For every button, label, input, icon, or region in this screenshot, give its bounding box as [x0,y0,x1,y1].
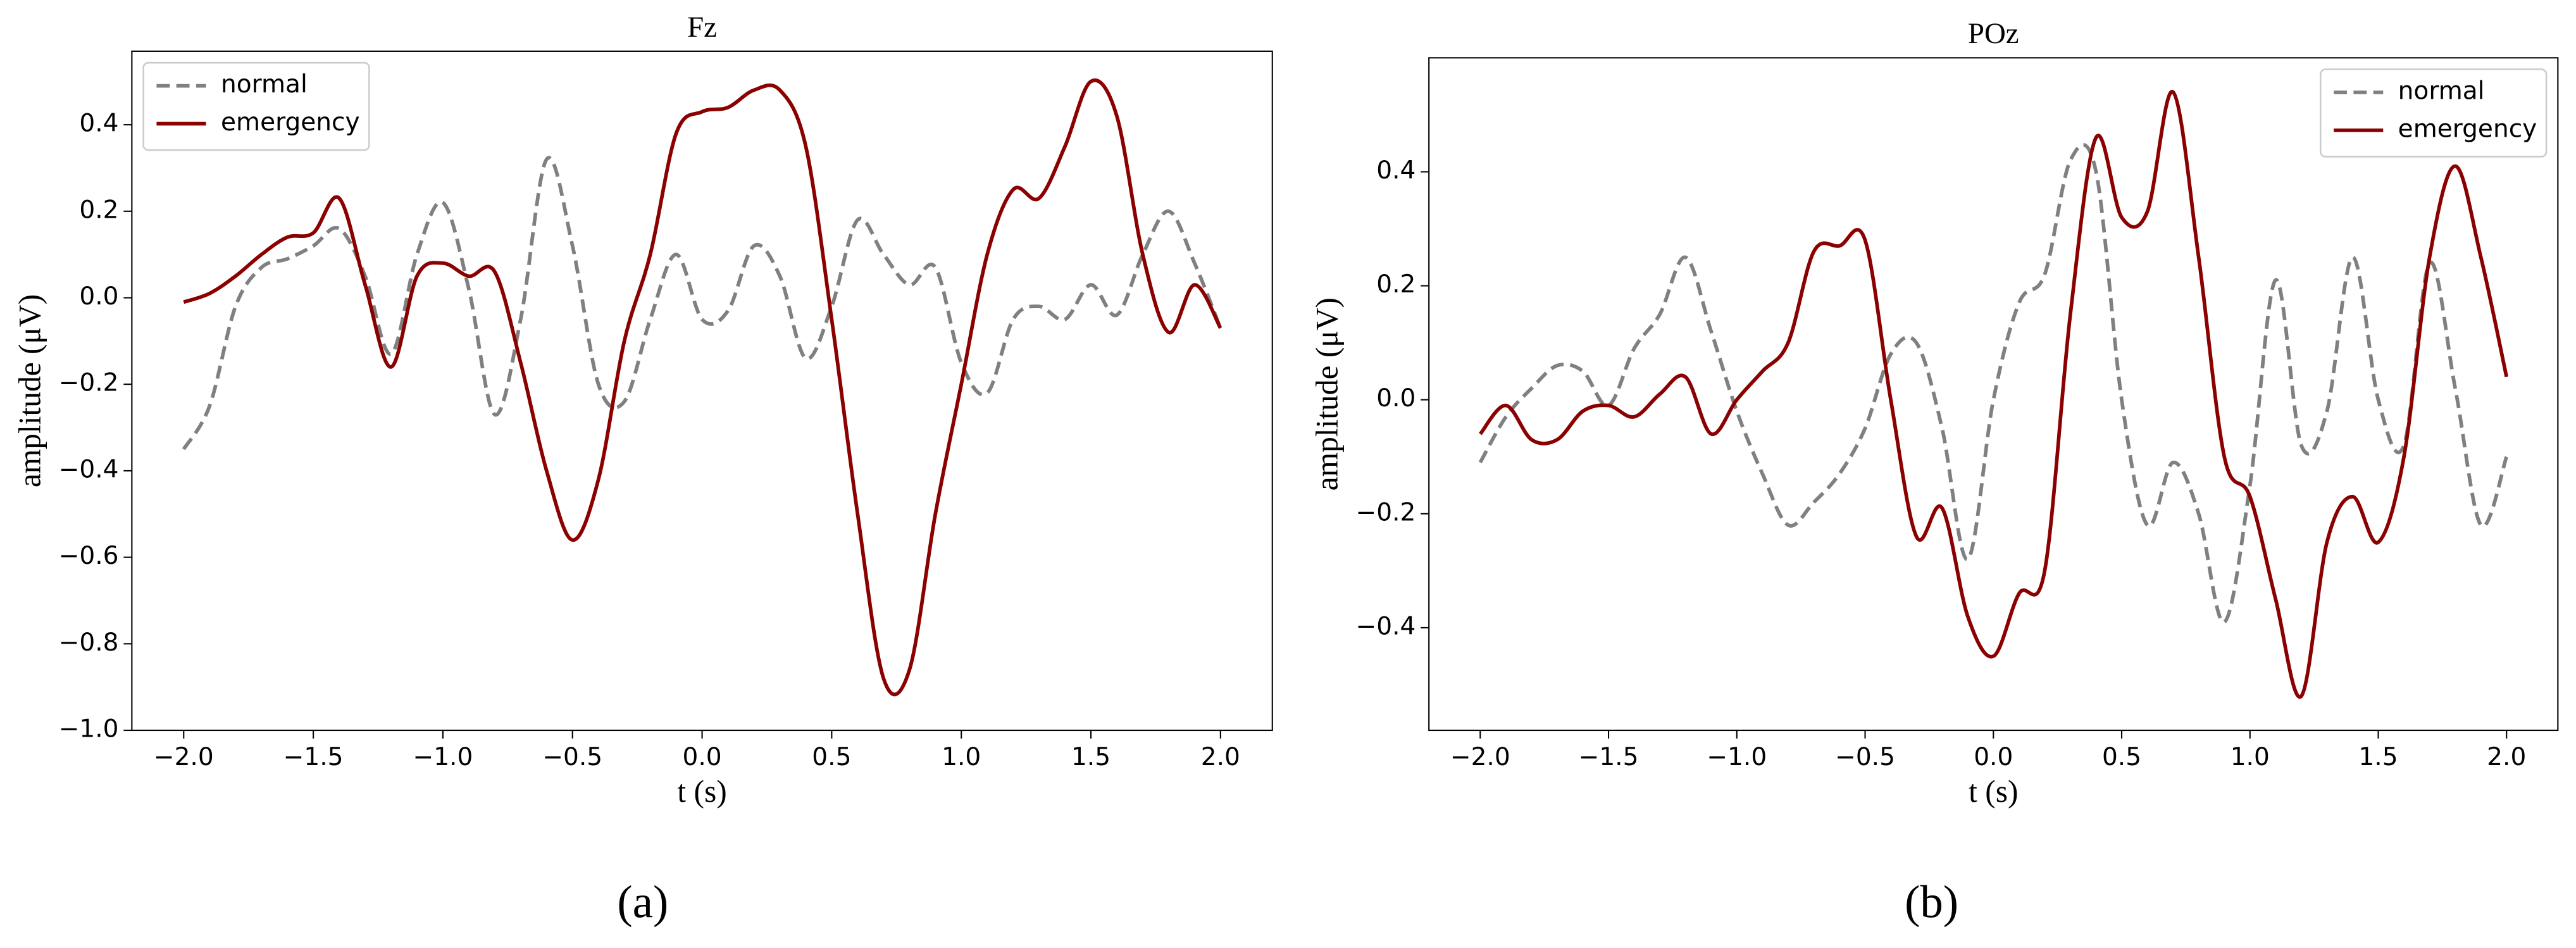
x-tick-label: 0.5 [2102,743,2141,771]
x-axis-label: t (s) [1969,774,2018,809]
x-tick-label: −0.5 [1835,743,1895,771]
x-tick-label: −1.5 [1579,743,1639,771]
x-tick-label: −2.0 [1450,743,1510,771]
y-tick-label: −0.4 [1356,612,1416,640]
x-tick-label: −0.5 [542,743,602,771]
x-tick-label: 1.5 [2358,743,2398,771]
x-tick-label: −1.0 [1707,743,1767,771]
panel: Fz −2.0 −1.5 −1.0 −0.5 0.0 0.5 1.0 1.5 2.0 −1.0 −0.… [12,11,1273,927]
legend-label: normal [221,70,308,99]
y-tick-label: 0.4 [1376,156,1416,185]
series-line [1479,90,2509,699]
y-tick-label: −0.2 [59,369,119,397]
x-tick-label: 0.0 [1974,743,2013,771]
x-tick-label: 1.0 [2231,743,2270,771]
y-tick-label: −0.6 [59,542,119,570]
x-tick-label: 1.5 [1071,743,1111,771]
chart-title: Fz [687,11,717,44]
x-tick-label: −2.0 [154,743,214,771]
plot-frame [1428,57,2559,732]
y-tick-label: −0.2 [1356,498,1416,527]
y-tick-label: −0.8 [59,628,119,657]
y-tick-label: 0.0 [79,282,118,311]
series-line [1478,143,2508,624]
series-line [182,156,1223,451]
series-line [183,78,1223,697]
legend-label: emergency [2398,115,2537,143]
x-tick-label: −1.0 [413,743,473,771]
y-axis-label: amplitude (μV) [1309,297,1344,490]
x-tick-label: 2.0 [2487,743,2526,771]
y-tick-label: 0.2 [1376,270,1416,299]
legend-label: normal [2398,77,2485,106]
x-tick-label: −1.5 [283,743,344,771]
plot-frame [131,50,1273,732]
y-tick-label: 0.2 [79,196,118,224]
y-tick-label: 0.4 [79,109,118,138]
x-tick-label: 0.0 [683,743,722,771]
legend-label: emergency [221,108,360,137]
x-tick-label: 0.5 [812,743,851,771]
y-axis-label: amplitude (μV) [12,294,47,487]
y-tick-label: −1.0 [59,715,119,744]
x-tick-label: 2.0 [1201,743,1240,771]
x-axis-label: t (s) [677,774,726,809]
chart-title: POz [1968,17,2019,50]
y-tick-label: −0.4 [59,455,119,483]
y-tick-label: 0.0 [1376,384,1416,413]
x-tick-label: 1.0 [942,743,981,771]
caption: (a) [617,876,668,927]
panel: POz −2.0 −1.5 −1.0 −0.5 0.0 0.5 1.0 1.5 2.0 −0.4 −0… [1309,17,2559,927]
caption: (b) [1905,876,1958,927]
